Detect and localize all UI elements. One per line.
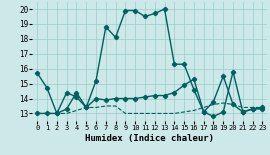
X-axis label: Humidex (Indice chaleur): Humidex (Indice chaleur) — [85, 134, 214, 143]
